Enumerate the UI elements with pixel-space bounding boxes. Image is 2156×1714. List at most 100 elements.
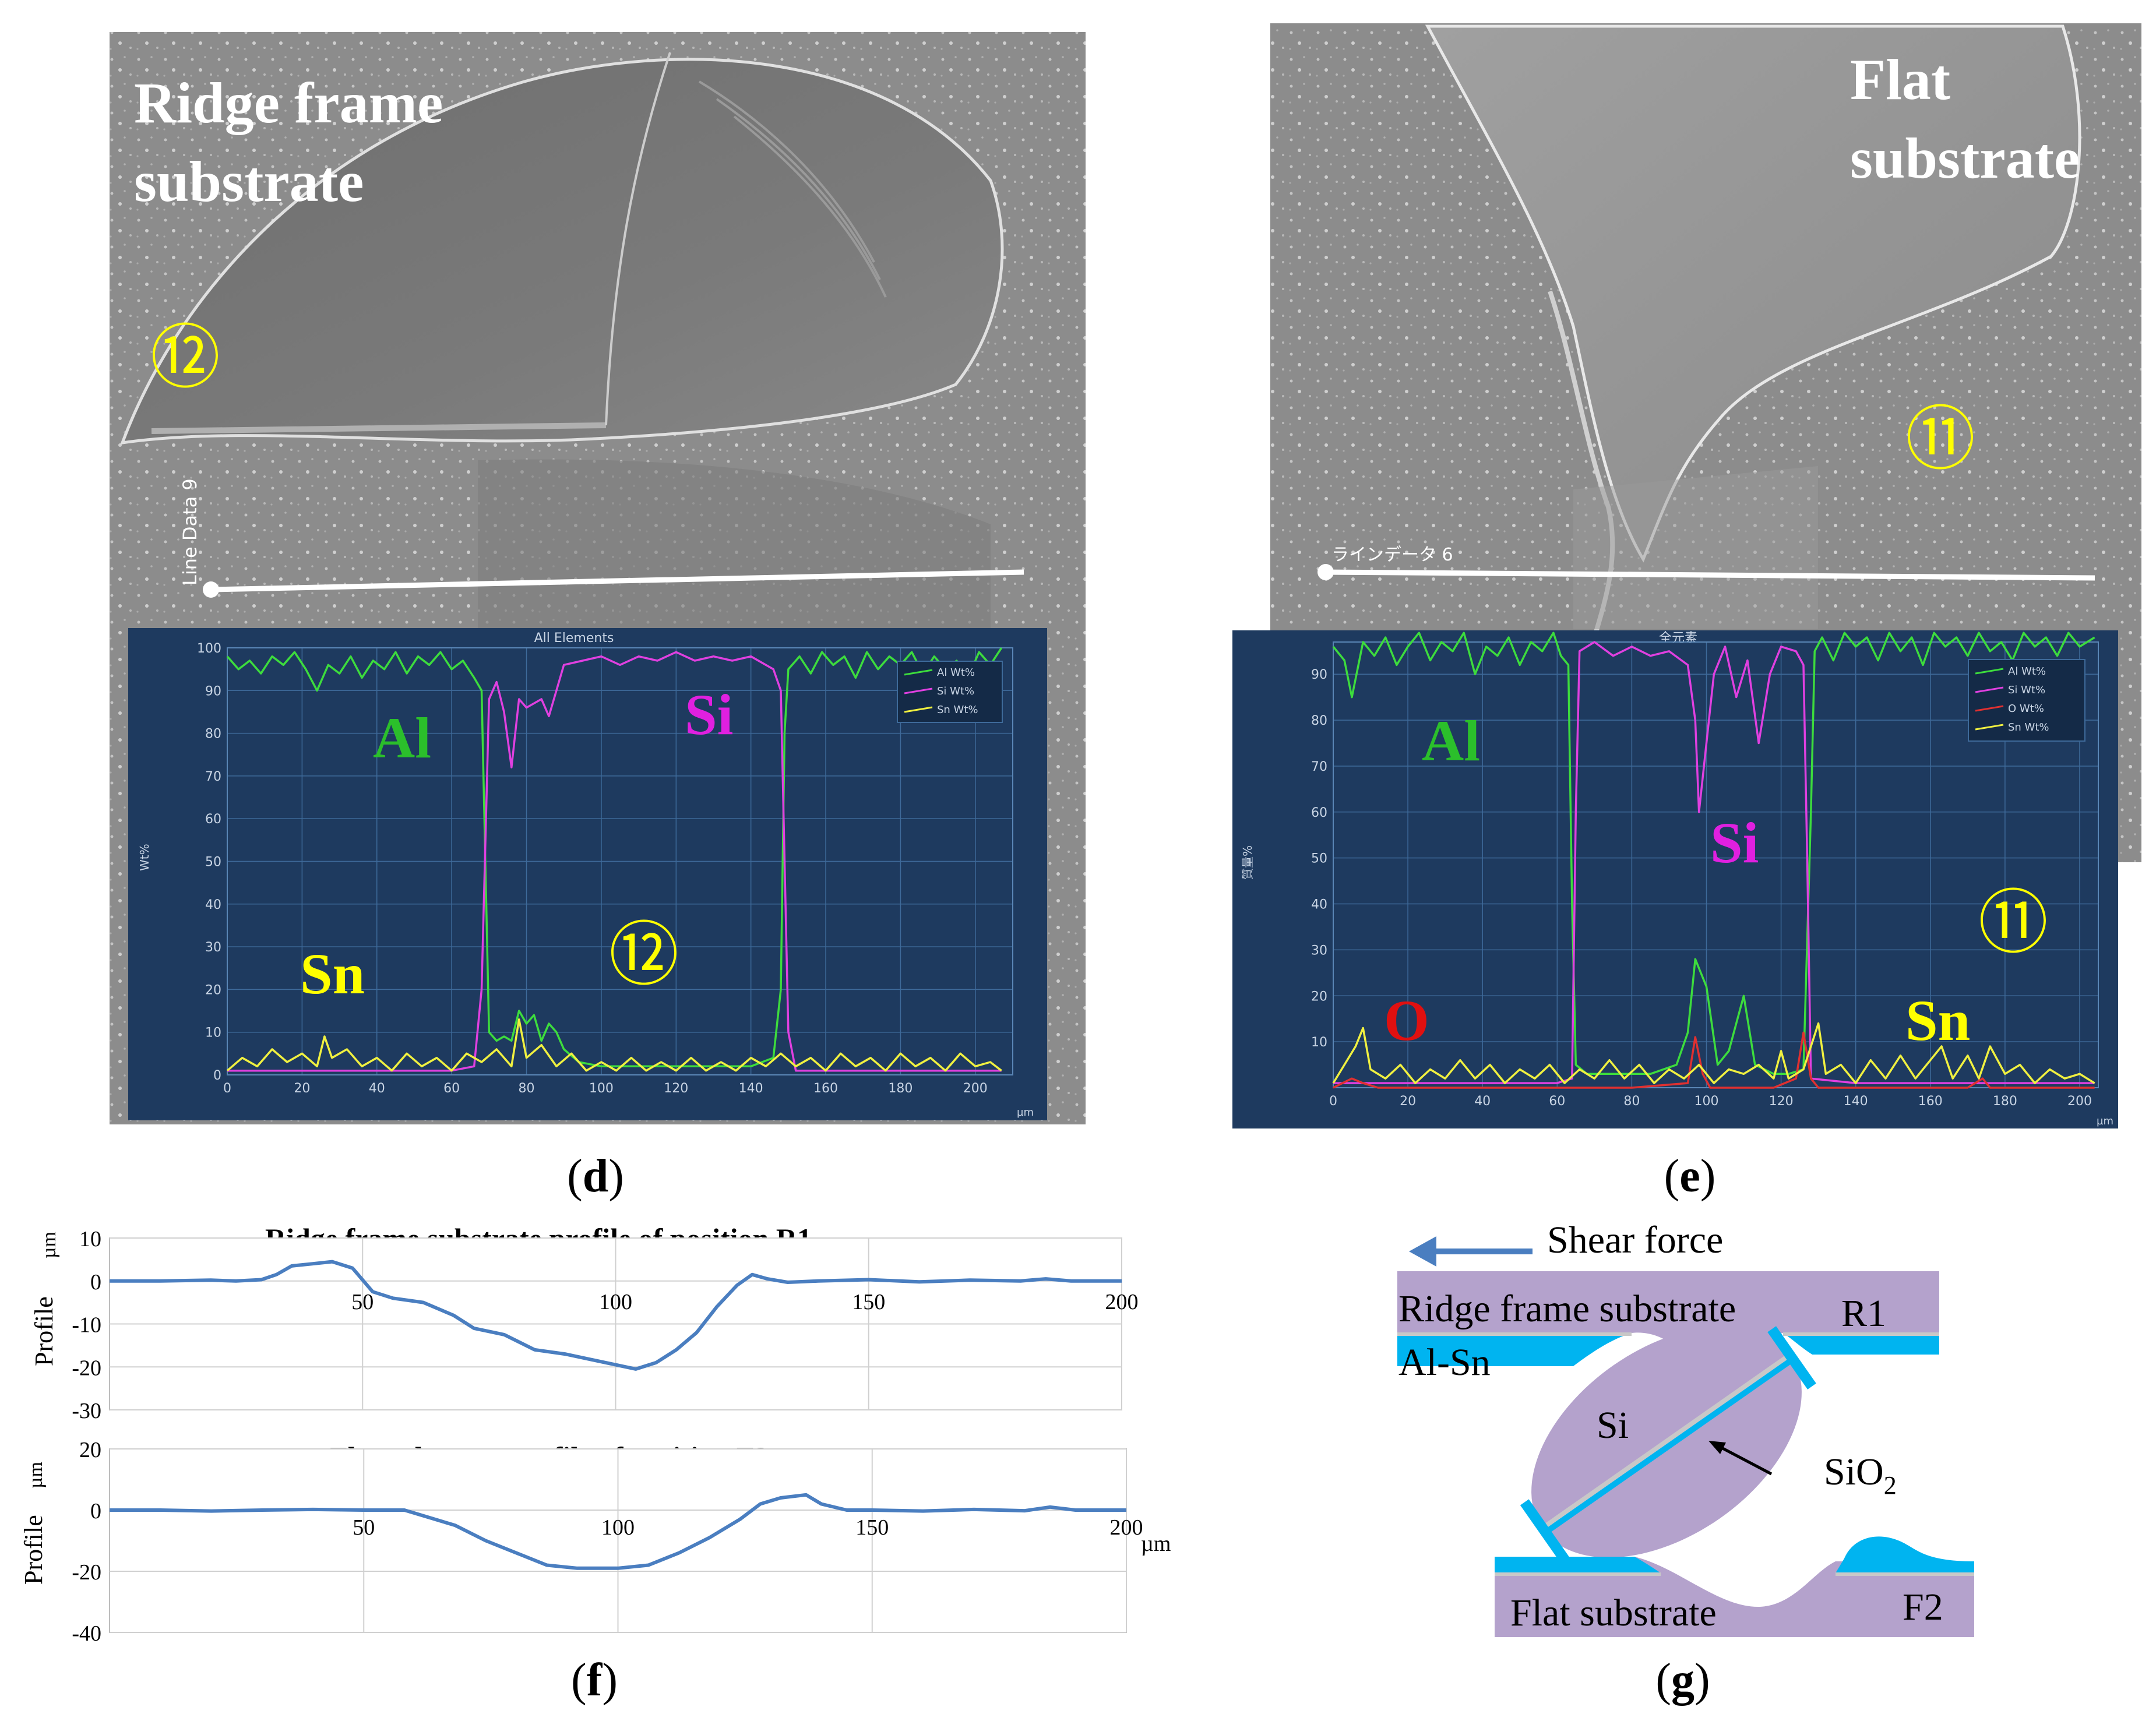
caption-d: (d) [567,1151,624,1202]
profile-top-xtick-label: 150 [852,1290,885,1314]
eds-d-xtick-label: 0 [223,1081,231,1096]
eds-chart-d-ylabel: Wt% [138,844,152,871]
eds-chart-d-bg [128,628,1047,1120]
eds-e-ytick-label: 80 [1311,714,1327,728]
eds-e-xtick-label: 0 [1329,1094,1337,1109]
sio2-pointer-line [1715,1443,1773,1476]
ridge-frame-substrate [1397,1271,1939,1367]
eds-d-ytick-label: 50 [205,855,221,870]
eds-e-ytick-label: 70 [1311,760,1327,774]
profile-top-yunit: µm [38,1232,60,1258]
eds-e-ytick-label: 10 [1311,1035,1327,1050]
eds-e-xtick-label: 40 [1474,1094,1491,1109]
sio2-pointer-head [1708,1441,1726,1454]
eds-chart-e: 0 20 40 60 80 100 120 140 160 180 200 10 20 30 40 50 60 7… [1311,632,2099,1109]
caption-e: (e) [1664,1151,1716,1202]
si-particle [1520,1326,1816,1563]
eds-d-ytick-label: 40 [205,898,221,912]
profile-bottom-ytick-label: 0 [90,1499,101,1523]
eds-e-ytick-label: 60 [1311,806,1327,820]
r1-label: R1 [1841,1292,1886,1335]
eds-d-xtick-label: 100 [589,1081,614,1096]
alsn-layer-top-left [1397,1333,1632,1366]
profile-bottom-xtick-label: 150 [855,1515,889,1540]
eds-e-xtick-label: 60 [1549,1094,1565,1109]
profile-bottom-ytick-label: 20 [79,1438,101,1462]
profile-top-ytick-label: 0 [90,1270,101,1295]
eds-d-series-2 [226,1018,1002,1072]
eds-e-xtick-label: 180 [1993,1094,2017,1109]
scan-line-tag-d: Line Data 9 [179,478,201,586]
eds-d-ytick-label: 90 [205,684,221,699]
eds-d-xtick-label: 60 [443,1081,460,1096]
sem-striations-d [698,80,887,298]
sio2-label: SiO2 [1824,1451,1897,1500]
scan-line-start-d [203,581,219,598]
eds-label-e-o: O [1384,988,1429,1053]
profile-top-xtick-label: 100 [599,1290,632,1314]
caption-f: (f) [571,1655,618,1706]
legend-d-sn: Sn Wt% [937,704,978,716]
si-label: Si [1597,1404,1629,1447]
eds-e-ytick-label: 30 [1311,943,1327,958]
eds-d-series-0 [226,647,1003,1068]
eds-e-xtick-label: 160 [1918,1094,1943,1109]
profile-bottom-xtick-label: 200 [1110,1515,1143,1540]
legend-e-sn: Sn Wt% [2008,721,2049,733]
profile-bottom-xtick-label: 50 [353,1515,375,1540]
eds-label-e-al: Al [1422,708,1480,773]
legend-d-si: Si Wt% [937,685,974,697]
scan-line-d [210,569,1024,593]
eds-legend-d: Al Wt% Si Wt% Sn Wt% [897,661,1003,723]
ridge-frame-substrate-label: Ridge frame substrate [1398,1288,1736,1330]
eds-d-ytick-label: 80 [205,727,221,742]
legend-d-al: Al Wt% [937,666,975,679]
legend-e-al: Al Wt% [2008,665,2046,678]
eds-d-series-1 [227,651,1002,1072]
eds-d-ytick-label: 30 [205,940,221,955]
sem-fracture-shape-e [1425,24,2081,563]
panel-g: Shear force Ridge frame substrate R1 Al-… [1397,1219,1974,1706]
profile-top-series-line [110,1260,1122,1371]
sem-debris-e [1573,466,1818,629]
eds-chart-d: 0 20 40 60 80 100 120 140 160 180 200 0 10 20 30 40 50 60… [197,641,1013,1096]
eds-label-d-si: Si [685,682,733,747]
sem-marker-e: ⑪ [1905,399,1975,480]
eds-d-ytick-label: 0 [213,1068,221,1083]
eds-chart-d-title: All Elements [534,631,614,646]
sem-fracture-shape-d [120,58,1004,445]
alsn-label: Al-Sn [1398,1341,1491,1384]
eds-e-xtick-label: 140 [1844,1094,1868,1109]
eds-d-plot-frame [227,647,1013,1075]
eds-e-xtick-label: 200 [2067,1094,2092,1109]
shear-arrow-head [1409,1236,1436,1267]
profile-top-ytick-label: -10 [72,1313,101,1338]
eds-chart-e-xunit: µm [2097,1115,2113,1127]
profile-top-ylabel: Profile [30,1296,58,1366]
eds-legend-e: Al Wt% Si Wt% O Wt% Sn Wt% [1968,659,2085,742]
eds-e-xtick-label: 100 [1694,1094,1718,1109]
panel-d: Ridge frame substrate ⑫ Line Data 9 All … [110,32,1086,1202]
profile-bottom-xunit: µm [1141,1532,1171,1556]
eds-d-ytick-label: 20 [205,983,221,997]
sem-title-d-line2: substrate [134,149,364,214]
eds-d-xtick-label: 120 [664,1081,688,1096]
eds-d-ytick-label: 70 [205,770,221,784]
scan-line-start-e [1317,564,1334,580]
alsn-layer-bottom-right [1836,1536,1974,1573]
profile-top-xtick-label: 50 [351,1290,374,1314]
legend-e-si: Si Wt% [2008,684,2045,696]
sem-crack-d [605,52,671,426]
eds-e-series-3 [1332,1022,2095,1084]
profile-bottom-ylabel: Profile [19,1515,48,1585]
caption-g: (g) [1655,1655,1710,1706]
eds-d-xtick-label: 40 [369,1081,385,1096]
eds-marker-d: ⑫ [609,915,679,996]
eds-e-ytick-label: 20 [1311,989,1327,1004]
profile-bottom-series-line [110,1493,1126,1570]
eds-e-xtick-label: 80 [1623,1094,1640,1109]
eds-e-ytick-label: 90 [1311,668,1327,682]
alsn-layer-bottom-left [1495,1557,1661,1573]
eds-label-e-sn: Sn [1905,988,1970,1053]
sem-marker-d: ⑫ [150,318,220,398]
